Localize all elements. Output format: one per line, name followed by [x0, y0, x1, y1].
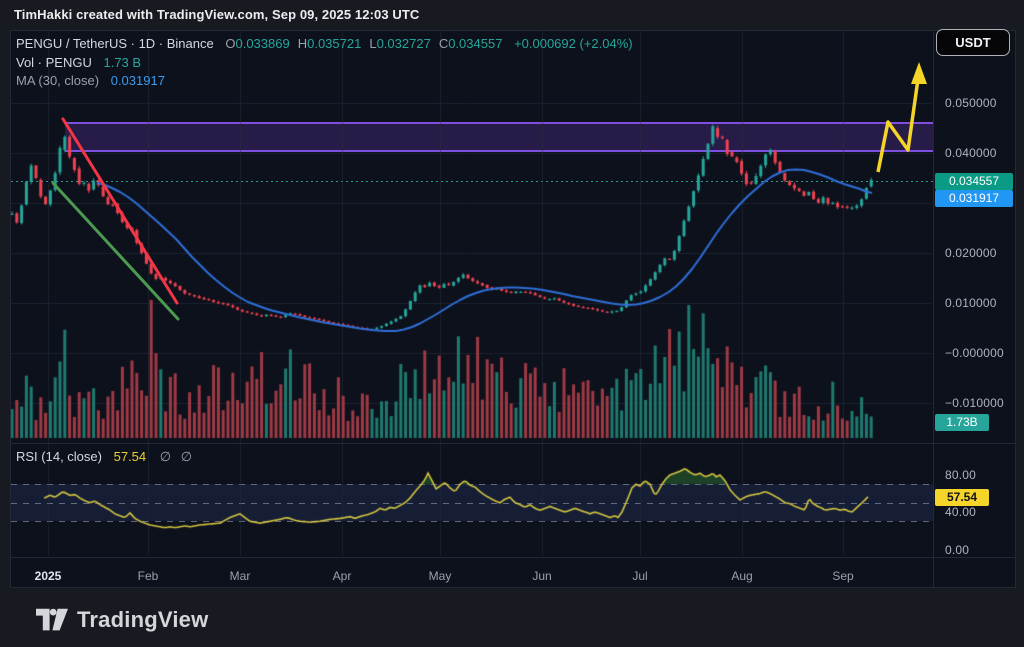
- ohlc-values: O0.033869 H0.035721 L0.032727 C0.034557: [217, 36, 502, 51]
- time-axis-label-jun: Jun: [532, 569, 552, 583]
- rsi-legend-value: 57.54: [113, 449, 147, 464]
- projection-arrow[interactable]: [876, 71, 921, 173]
- rsi-value-badge: 57.54: [935, 489, 989, 506]
- tradingview-logo-icon: [36, 608, 68, 631]
- price-axis-label: 0.040000: [945, 146, 997, 160]
- price-axis-label: 0.050000: [945, 96, 997, 110]
- symbol-title[interactable]: PENGU / TetherUS · 1D · Binance: [16, 36, 214, 51]
- volume-legend[interactable]: Vol · PENGU 1.73 B: [16, 55, 141, 70]
- price-axis-label: −0.000000: [945, 346, 1004, 360]
- time-axis-label-aug: Aug: [731, 569, 753, 583]
- pane-separator[interactable]: [10, 443, 1016, 444]
- attribution-text: TimHakki created with TradingView.com, S…: [14, 7, 420, 22]
- time-axis-label-apr: Apr: [332, 569, 352, 583]
- rsi-axis-label: 0.00: [945, 543, 970, 557]
- ohlc-key: L: [369, 36, 377, 51]
- time-axis-label-feb: Feb: [137, 569, 159, 583]
- last-price-badge: 0.034557: [935, 173, 1013, 190]
- time-axis-label-jul: Jul: [632, 569, 648, 583]
- rsi-smoothing-empty-icon: ∅: [159, 449, 172, 464]
- time-axis-label-sep: Sep: [832, 569, 854, 583]
- volume-value-badge: 1.73B: [935, 414, 989, 431]
- volume-legend-label[interactable]: Vol · PENGU: [16, 55, 92, 70]
- ma-legend[interactable]: MA (30, close) 0.031917: [16, 73, 165, 88]
- ohlc-value: 0.034557: [448, 36, 503, 51]
- ma-legend-value: 0.031917: [110, 73, 165, 88]
- time-axis-label-may: May: [428, 569, 452, 583]
- projection-arrow-head[interactable]: [911, 62, 927, 84]
- ohlc-value: 0.035721: [307, 36, 362, 51]
- ohlc-key: O: [225, 36, 236, 51]
- price-axis-label: 0.020000: [945, 246, 997, 260]
- ohlc-key: H: [297, 36, 308, 51]
- tradingview-logo-text: TradingView: [77, 607, 209, 632]
- tradingview-logo[interactable]: TradingView: [36, 602, 208, 638]
- ma-value-badge: 0.031917: [935, 190, 1013, 207]
- symbol-legend[interactable]: PENGU / TetherUS · 1D · Binance O0.03386…: [16, 36, 633, 51]
- volume-legend-value: 1.73 B: [103, 55, 142, 70]
- rsi-axis-label: 40.00: [945, 505, 977, 519]
- rsi-legend-label[interactable]: RSI (14, close): [16, 449, 102, 464]
- ohlc-value: 0.032727: [376, 36, 431, 51]
- ohlc-key: C: [438, 36, 449, 51]
- time-axis-separator: [10, 557, 1016, 558]
- time-axis-label-mar: Mar: [229, 569, 251, 583]
- price-axis-separator: [933, 30, 934, 588]
- ohlc-value: 0.033869: [235, 36, 290, 51]
- time-axis-label-2025: 2025: [34, 569, 62, 583]
- rsi-axis-label: 80.00: [945, 468, 977, 482]
- rsi-smoothing-empty-icon: ∅: [180, 449, 193, 464]
- change-value: +0.000692 (+2.04%): [514, 36, 633, 51]
- rsi-legend[interactable]: RSI (14, close) 57.54 ∅ ∅: [16, 449, 192, 465]
- price-axis-label: 0.010000: [945, 296, 997, 310]
- ma-legend-label[interactable]: MA (30, close): [16, 73, 100, 88]
- price-axis-label: −0.010000: [945, 396, 1004, 410]
- currency-toggle-button[interactable]: USDT: [936, 29, 1010, 56]
